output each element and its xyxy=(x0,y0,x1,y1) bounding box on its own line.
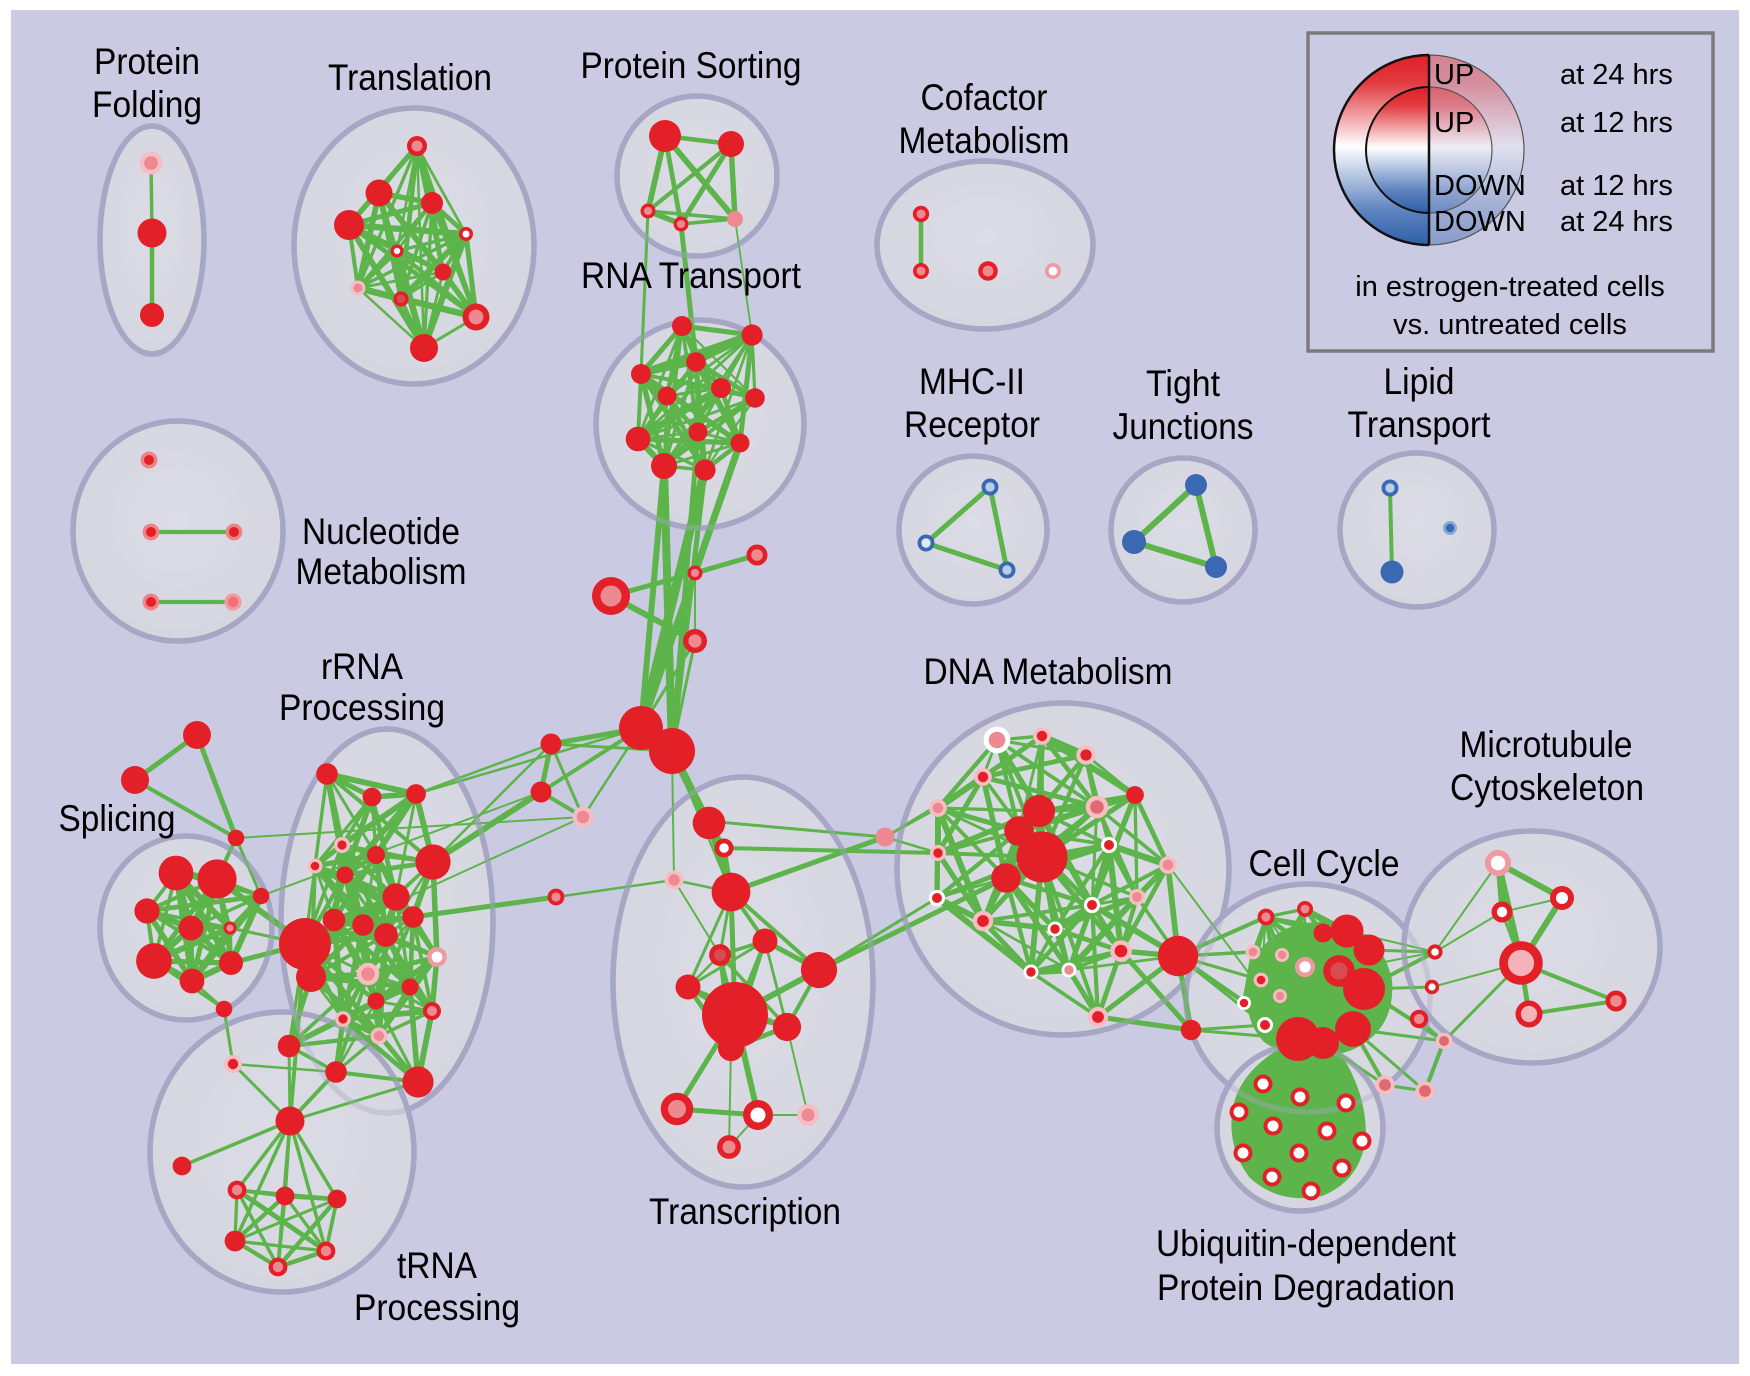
svg-text:Folding: Folding xyxy=(92,84,202,125)
svg-text:rRNA: rRNA xyxy=(321,646,403,687)
svg-text:tRNA: tRNA xyxy=(397,1245,477,1286)
svg-text:MHC-II: MHC-II xyxy=(919,361,1025,402)
svg-text:Junctions: Junctions xyxy=(1113,406,1254,447)
svg-text:Tight: Tight xyxy=(1146,363,1221,404)
svg-text:Metabolism: Metabolism xyxy=(296,551,467,592)
svg-text:Cytoskeleton: Cytoskeleton xyxy=(1450,767,1644,808)
svg-text:RNA Transport: RNA Transport xyxy=(581,255,802,296)
svg-text:Transcription: Transcription xyxy=(649,1191,841,1232)
svg-text:vs. untreated cells: vs. untreated cells xyxy=(1393,309,1627,341)
svg-text:DOWN: DOWN xyxy=(1434,206,1526,238)
svg-text:in estrogen-treated cells: in estrogen-treated cells xyxy=(1355,271,1665,303)
svg-text:UP: UP xyxy=(1434,59,1474,91)
svg-text:Protein Sorting: Protein Sorting xyxy=(581,45,802,86)
svg-text:DOWN: DOWN xyxy=(1434,170,1526,202)
svg-text:Lipid: Lipid xyxy=(1384,361,1455,402)
svg-text:Transport: Transport xyxy=(1348,404,1492,445)
svg-text:at 12 hrs: at 12 hrs xyxy=(1560,170,1673,202)
svg-text:at 12 hrs: at 12 hrs xyxy=(1560,107,1673,139)
svg-text:Protein Degradation: Protein Degradation xyxy=(1157,1267,1455,1308)
svg-text:Cofactor: Cofactor xyxy=(921,77,1048,118)
svg-text:Receptor: Receptor xyxy=(904,404,1040,445)
svg-text:at 24 hrs: at 24 hrs xyxy=(1560,59,1673,91)
svg-text:Cell Cycle: Cell Cycle xyxy=(1249,843,1400,884)
svg-text:Translation: Translation xyxy=(328,57,492,98)
svg-text:Ubiquitin-dependent: Ubiquitin-dependent xyxy=(1156,1223,1457,1264)
svg-text:at 24 hrs: at 24 hrs xyxy=(1560,206,1673,238)
svg-text:Processing: Processing xyxy=(279,687,445,728)
svg-text:Processing: Processing xyxy=(354,1287,520,1328)
svg-text:DNA Metabolism: DNA Metabolism xyxy=(924,651,1173,692)
svg-text:Microtubule: Microtubule xyxy=(1460,724,1633,765)
svg-text:Splicing: Splicing xyxy=(59,798,176,839)
svg-text:Protein: Protein xyxy=(94,41,200,82)
svg-text:UP: UP xyxy=(1434,107,1474,139)
svg-text:Metabolism: Metabolism xyxy=(899,120,1070,161)
svg-text:Nucleotide: Nucleotide xyxy=(302,511,460,552)
